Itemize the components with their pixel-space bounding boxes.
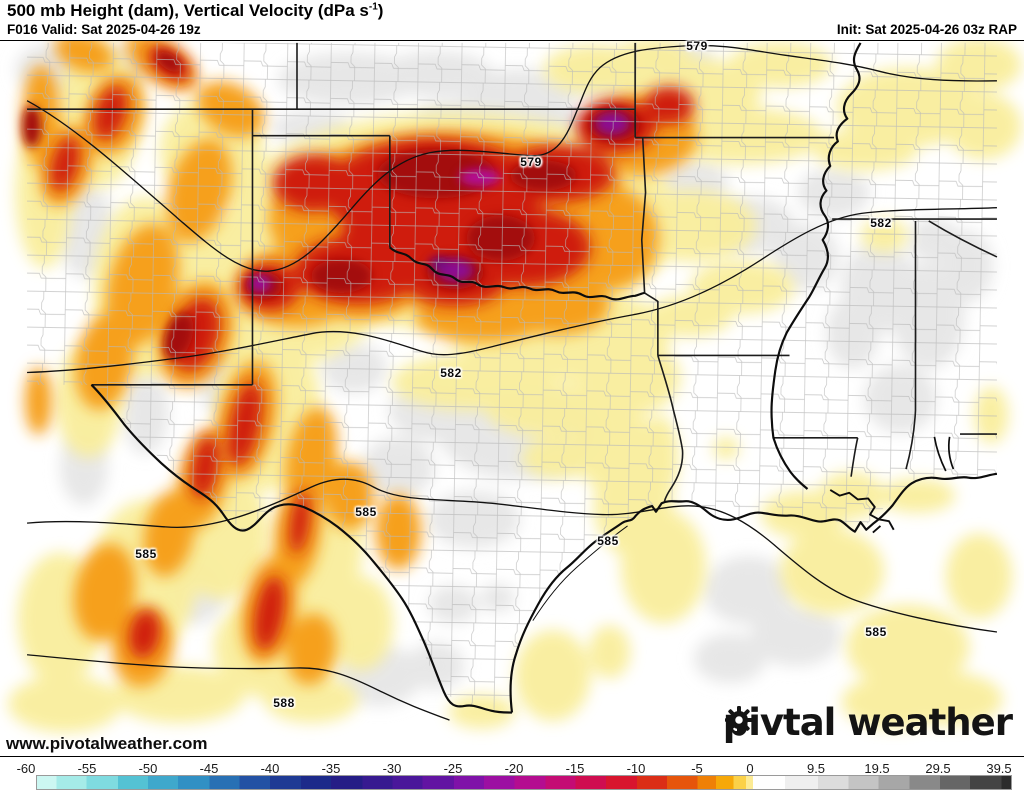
logo-text-tal: tal	[783, 701, 836, 744]
red-river	[389, 246, 645, 301]
colorbar-tick: -20	[504, 761, 524, 776]
colorbar: -60 -55 -50 -45 -40 -35 -30 -25 -20 -15 -10 -5 0 9.5 1…	[0, 757, 1024, 791]
colorbar-tick: -40	[260, 761, 280, 776]
contour-label: 585	[597, 534, 619, 548]
page-title: 500 mb Height (dam), Vertical Velocity (…	[7, 1, 384, 20]
state-borders	[27, 42, 998, 502]
height-contours	[26, 44, 998, 721]
weather-map-canvas: 579 579 582 582 585 585 585 585 588 www.pivotalw…	[0, 39, 1024, 757]
county-lines	[27, 42, 997, 713]
gear-icon	[724, 706, 753, 734]
colorbar-tick: -45	[199, 761, 219, 776]
colorbar-strip	[36, 775, 1012, 790]
colorbar-tick: 19.5	[864, 761, 890, 776]
colorbar-tick: -10	[626, 761, 646, 776]
contour-label: 585	[355, 505, 377, 519]
contour-label: 585	[135, 547, 157, 561]
contour-label: 582	[440, 366, 462, 380]
logo-text-weather: weather	[847, 701, 1013, 744]
colorbar-tick: -15	[565, 761, 585, 776]
colorbar-tick: -25	[443, 761, 463, 776]
contour-label: 579	[520, 155, 542, 169]
pivotal-weather-logo: piv tal weather	[723, 701, 1013, 744]
contour-label: 579	[686, 39, 708, 53]
valid-time-label: F016 Valid: Sat 2025-04-26 19z	[7, 22, 201, 37]
colorbar-tick: 0	[746, 761, 754, 776]
colorbar-tick: 29.5	[925, 761, 951, 776]
colorbar-tick: -30	[382, 761, 402, 776]
colorbar-tick: -5	[691, 761, 703, 776]
init-time-label: Init: Sat 2025-04-26 03z RAP	[836, 22, 1017, 37]
colorbar-tick: -55	[77, 761, 97, 776]
colorbar-tick: -60	[16, 761, 36, 776]
mobile-bay	[933, 436, 955, 472]
rivers-and-coast	[90, 42, 998, 714]
gulf-coastline	[509, 472, 998, 713]
contour-582	[27, 207, 997, 374]
delta-lakes	[829, 489, 895, 534]
mississippi-river	[770, 42, 862, 490]
colorbar-tick: 9.5	[806, 761, 826, 776]
rio-grande	[90, 384, 513, 714]
map-header: 500 mb Height (dam), Vertical Velocity (…	[0, 0, 1024, 40]
colorbar-tick: -35	[321, 761, 341, 776]
watermark-link: www.pivotalweather.com	[6, 734, 208, 753]
colorbar-tick: 39.5	[986, 761, 1012, 776]
colorbar-tick: -50	[138, 761, 158, 776]
map-art	[8, 41, 1022, 733]
contour-579	[26, 44, 997, 272]
contour-588	[26, 654, 450, 721]
contour-585	[26, 478, 998, 633]
contour-label: 582	[870, 216, 892, 230]
contour-label: 585	[865, 625, 887, 639]
contour-label: 588	[273, 696, 295, 710]
barrier-island	[532, 525, 628, 621]
